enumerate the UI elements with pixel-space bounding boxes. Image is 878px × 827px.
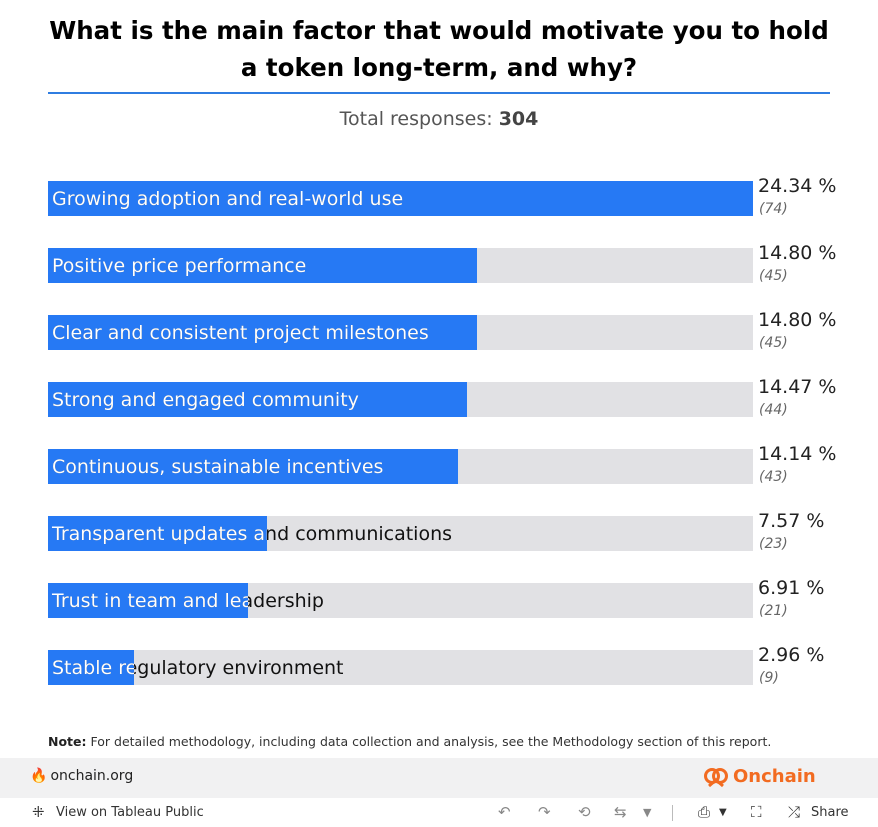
count-label: (21) — [759, 603, 788, 619]
category-label: Strong and engaged community — [52, 389, 359, 411]
value-label: 14.80 % — [758, 309, 837, 331]
fullscreen-icon[interactable]: ⛶ — [751, 803, 762, 821]
bar-row[interactable]: Transparent updates and communications Tr… — [48, 510, 878, 570]
category-label: Trust in team and leadership — [52, 590, 324, 612]
category-label-overlay: Clear and consistent project milestones — [52, 322, 429, 344]
bar-track — [48, 382, 753, 417]
category-label: Transparent updates and communications — [52, 523, 453, 545]
revert-icon[interactable]: ⟲ — [578, 803, 591, 821]
bar-row[interactable]: Clear and consistent project milestones C… — [48, 309, 878, 369]
total-responses-label: Total responses: — [339, 108, 493, 130]
value-label: 24.34 % — [758, 175, 837, 197]
bar-track — [48, 181, 753, 216]
bar-row[interactable]: Positive price performance Positive price… — [48, 242, 878, 302]
refresh-icon[interactable]: ⇆ — [614, 803, 627, 821]
bar[interactable] — [48, 583, 248, 618]
tableau-toolbar: ⁜ View on Tableau Public ↶ ↷ ⟲ ⇆ ▼ ⎙ ▼ ⛶… — [0, 798, 878, 827]
category-label: Growing adoption and real-world use — [52, 188, 404, 210]
bar[interactable] — [48, 650, 134, 685]
bar-track — [48, 248, 753, 283]
count-label: (9) — [759, 670, 779, 686]
category-label: Stable regulatory environment — [52, 657, 344, 679]
category-label-overlay: Trust in team and leadership — [52, 590, 248, 612]
share-button[interactable]: Share — [811, 805, 849, 820]
value-label: 14.14 % — [758, 443, 837, 465]
bar[interactable] — [48, 449, 458, 484]
value-label: 6.91 % — [758, 577, 825, 599]
bar-row[interactable]: Growing adoption and real-world use Growi… — [48, 175, 878, 235]
share-icon[interactable]: ⤮ — [788, 803, 801, 821]
category-label-overlay: Transparent updates and communications — [52, 523, 267, 545]
onchain-logo-text: Onchain — [733, 766, 816, 787]
bar[interactable] — [48, 248, 477, 283]
count-label: (44) — [759, 402, 788, 418]
category-label-overlay: Growing adoption and real-world use — [52, 188, 404, 210]
brand-bar: 🔥 onchain.org Onchain — [0, 758, 878, 798]
chart-title: What is the main factor that would motiv… — [49, 16, 829, 82]
count-label: (45) — [759, 268, 788, 284]
total-responses-value: 304 — [498, 108, 539, 130]
count-label: (43) — [759, 469, 788, 485]
total-responses: Total responses: 304 — [0, 108, 878, 130]
bar[interactable] — [48, 315, 477, 350]
download-chevron-icon[interactable]: ▼ — [719, 807, 727, 818]
bar-track — [48, 449, 753, 484]
flame-icon: 🔥 — [30, 768, 48, 784]
bar-row[interactable]: Trust in team and leadership Trust in tea… — [48, 577, 878, 637]
toolbar-divider — [672, 805, 673, 821]
bar[interactable] — [48, 516, 267, 551]
bar[interactable] — [48, 382, 467, 417]
category-label: Positive price performance — [52, 255, 307, 277]
bar-row[interactable]: Continuous, sustainable incentives Contin… — [48, 443, 878, 503]
note-text: For detailed methodology, including data… — [90, 734, 772, 749]
category-label-overlay: Positive price performance — [52, 255, 307, 277]
note-label: Note: — [48, 734, 87, 749]
bar-row[interactable]: Strong and engaged community Strong and e… — [48, 376, 878, 436]
chevron-down-icon[interactable]: ▼ — [643, 806, 652, 819]
category-label: Continuous, sustainable incentives — [52, 456, 384, 478]
site-link[interactable]: 🔥 onchain.org — [30, 768, 133, 784]
category-label-overlay: Stable regulatory environment — [52, 657, 134, 679]
category-label-overlay: Strong and engaged community — [52, 389, 359, 411]
title-divider — [48, 92, 830, 94]
count-label: (45) — [759, 335, 788, 351]
bar-track — [48, 315, 753, 350]
bar-track — [48, 583, 753, 618]
download-icon[interactable]: ⎙ — [698, 803, 711, 821]
undo-icon[interactable]: ↶ — [498, 803, 511, 821]
tableau-icon: ⁜ — [32, 803, 45, 821]
bar[interactable] — [48, 181, 753, 216]
category-label-overlay: Continuous, sustainable incentives — [52, 456, 384, 478]
count-label: (74) — [759, 201, 788, 217]
value-label: 7.57 % — [758, 510, 825, 532]
bar-track — [48, 516, 753, 551]
view-on-tableau-link[interactable]: View on Tableau Public — [56, 805, 204, 820]
site-text: onchain.org — [50, 768, 134, 784]
value-label: 14.47 % — [758, 376, 837, 398]
value-label: 14.80 % — [758, 242, 837, 264]
count-label: (23) — [759, 536, 788, 552]
bar-track — [48, 650, 753, 685]
redo-icon[interactable]: ↷ — [538, 803, 551, 821]
methodology-note: Note: For detailed methodology, includin… — [48, 734, 771, 749]
bar-chart: Growing adoption and real-world use Growi… — [48, 175, 878, 704]
category-label: Clear and consistent project milestones — [52, 322, 429, 344]
onchain-logo-icon — [704, 768, 728, 788]
value-label: 2.96 % — [758, 644, 825, 666]
onchain-logo: Onchain — [703, 765, 816, 791]
